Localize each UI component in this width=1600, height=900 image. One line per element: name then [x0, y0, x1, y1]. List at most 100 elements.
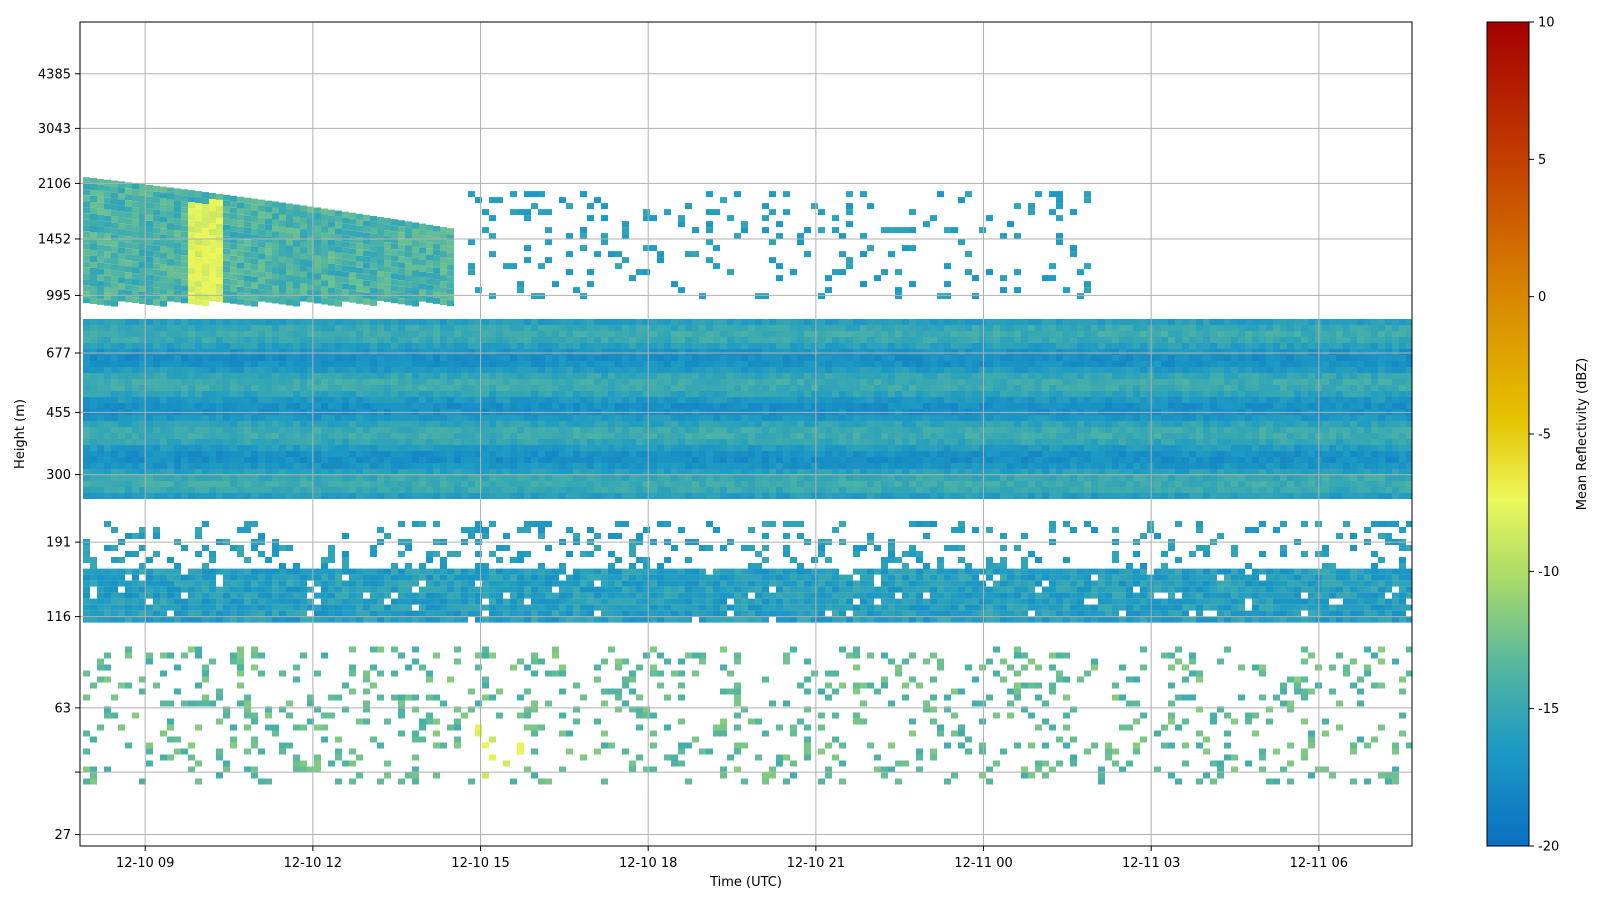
heatmap-cell: [524, 355, 531, 361]
heatmap-cell: [118, 373, 125, 379]
heatmap-cell: [1042, 385, 1049, 391]
heatmap-cell: [629, 337, 636, 343]
heatmap-cell: [419, 343, 426, 349]
heatmap-cell: [1168, 421, 1175, 427]
heatmap-cell: [363, 391, 370, 397]
heatmap-cell: [846, 445, 853, 451]
heatmap-cell: [167, 349, 174, 355]
heatmap-cell: [692, 469, 699, 475]
heatmap-cell: [881, 421, 888, 427]
heatmap-cell: [1245, 319, 1252, 325]
heatmap-cell: [524, 397, 531, 403]
heatmap-cell: [510, 451, 517, 457]
heatmap-cell: [468, 325, 475, 331]
heatmap-cell: [1035, 349, 1042, 355]
heatmap-cell: [853, 361, 860, 367]
heatmap-cell: [1042, 361, 1049, 367]
heatmap-cell: [118, 343, 125, 349]
heatmap-cell: [335, 475, 342, 481]
heatmap-cell: [790, 403, 797, 409]
heatmap-cell: [629, 463, 636, 469]
heatmap-cell: [496, 361, 503, 367]
heatmap-cell: [489, 439, 496, 445]
heatmap-cell: [1105, 325, 1112, 331]
heatmap-cell: [727, 337, 734, 343]
heatmap-cell: [1063, 343, 1070, 349]
heatmap-cell: [1014, 481, 1021, 487]
heatmap-cell: [769, 427, 776, 433]
heatmap-cell: [1182, 439, 1189, 445]
heatmap-cell: [1098, 463, 1105, 469]
heatmap-cell: [412, 361, 419, 367]
heatmap-cell: [258, 487, 265, 493]
heatmap-cell: [440, 403, 447, 409]
heatmap-cell: [384, 385, 391, 391]
heatmap-cell: [909, 493, 916, 499]
heatmap-cell: [867, 391, 874, 397]
heatmap-cell: [1063, 355, 1070, 361]
heatmap-cell: [1126, 349, 1133, 355]
heatmap-cell: [1224, 367, 1231, 373]
heatmap-cell: [867, 361, 874, 367]
heatmap-cell: [944, 463, 951, 469]
heatmap-cell: [503, 385, 510, 391]
heatmap-cell: [818, 337, 825, 343]
heatmap-cell: [188, 367, 195, 373]
heatmap-cell: [195, 475, 202, 481]
heatmap-cell: [601, 415, 608, 421]
heatmap-cell: [706, 415, 713, 421]
heatmap-cell: [797, 343, 804, 349]
heatmap-cell: [461, 457, 468, 463]
heatmap-cell: [461, 487, 468, 493]
heatmap-cell: [314, 463, 321, 469]
heatmap-cell: [174, 379, 181, 385]
heatmap-cell: [930, 349, 937, 355]
heatmap-cell: [286, 421, 293, 427]
heatmap-cell: [97, 457, 104, 463]
heatmap-cell: [510, 349, 517, 355]
heatmap-cell: [1077, 457, 1084, 463]
heatmap-cell: [727, 385, 734, 391]
heatmap-cell: [713, 475, 720, 481]
heatmap-cell: [874, 457, 881, 463]
heatmap-cell: [209, 391, 216, 397]
heatmap-cell: [265, 469, 272, 475]
heatmap-cell: [475, 385, 482, 391]
heatmap-cell: [538, 475, 545, 481]
heatmap-cell: [237, 367, 244, 373]
heatmap-cell: [1231, 367, 1238, 373]
heatmap-cell: [405, 439, 412, 445]
heatmap-cell: [846, 469, 853, 475]
heatmap-cell: [1133, 421, 1140, 427]
heatmap-cell: [664, 421, 671, 427]
heatmap-cell: [874, 373, 881, 379]
heatmap-cell: [321, 325, 328, 331]
heatmap-cell: [272, 361, 279, 367]
heatmap-cell: [356, 397, 363, 403]
heatmap-cell: [405, 457, 412, 463]
heatmap-cell: [461, 439, 468, 445]
heatmap-cell: [447, 475, 454, 481]
heatmap-cell: [272, 481, 279, 487]
heatmap-cell: [244, 337, 251, 343]
heatmap-cell: [699, 391, 706, 397]
heatmap-cell: [699, 403, 706, 409]
heatmap-cell: [125, 457, 132, 463]
heatmap-cell: [188, 337, 195, 343]
heatmap-cell: [90, 331, 97, 337]
heatmap-cell: [811, 493, 818, 499]
heatmap-cell: [818, 397, 825, 403]
heatmap-cell: [489, 421, 496, 427]
heatmap-cell: [930, 457, 937, 463]
heatmap-cell: [986, 481, 993, 487]
heatmap-cell: [657, 475, 664, 481]
heatmap-cell: [1161, 439, 1168, 445]
heatmap-cell: [1112, 331, 1119, 337]
heatmap-cell: [867, 487, 874, 493]
heatmap-cell: [223, 463, 230, 469]
heatmap-cell: [559, 469, 566, 475]
heatmap-cell: [1028, 391, 1035, 397]
heatmap-cell: [720, 391, 727, 397]
heatmap-cell: [489, 337, 496, 343]
heatmap-cell: [874, 391, 881, 397]
